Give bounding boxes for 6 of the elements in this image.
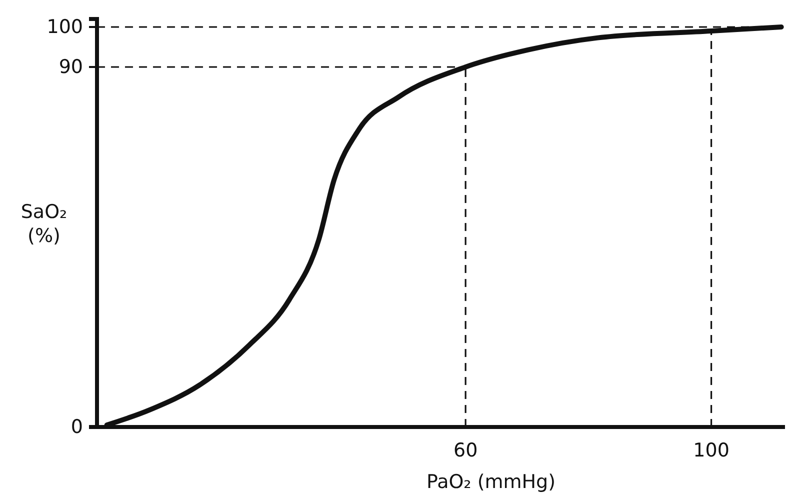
y-tick-label: 90: [58, 56, 83, 78]
y-axis-title: SaO₂ (%): [20, 201, 68, 247]
x-tick-label: 60: [453, 439, 478, 462]
y-tick-label: 100: [46, 16, 83, 38]
x-axis-title: PaO₂ (mmHg): [426, 471, 556, 493]
y-tick-label: 0: [70, 416, 83, 438]
